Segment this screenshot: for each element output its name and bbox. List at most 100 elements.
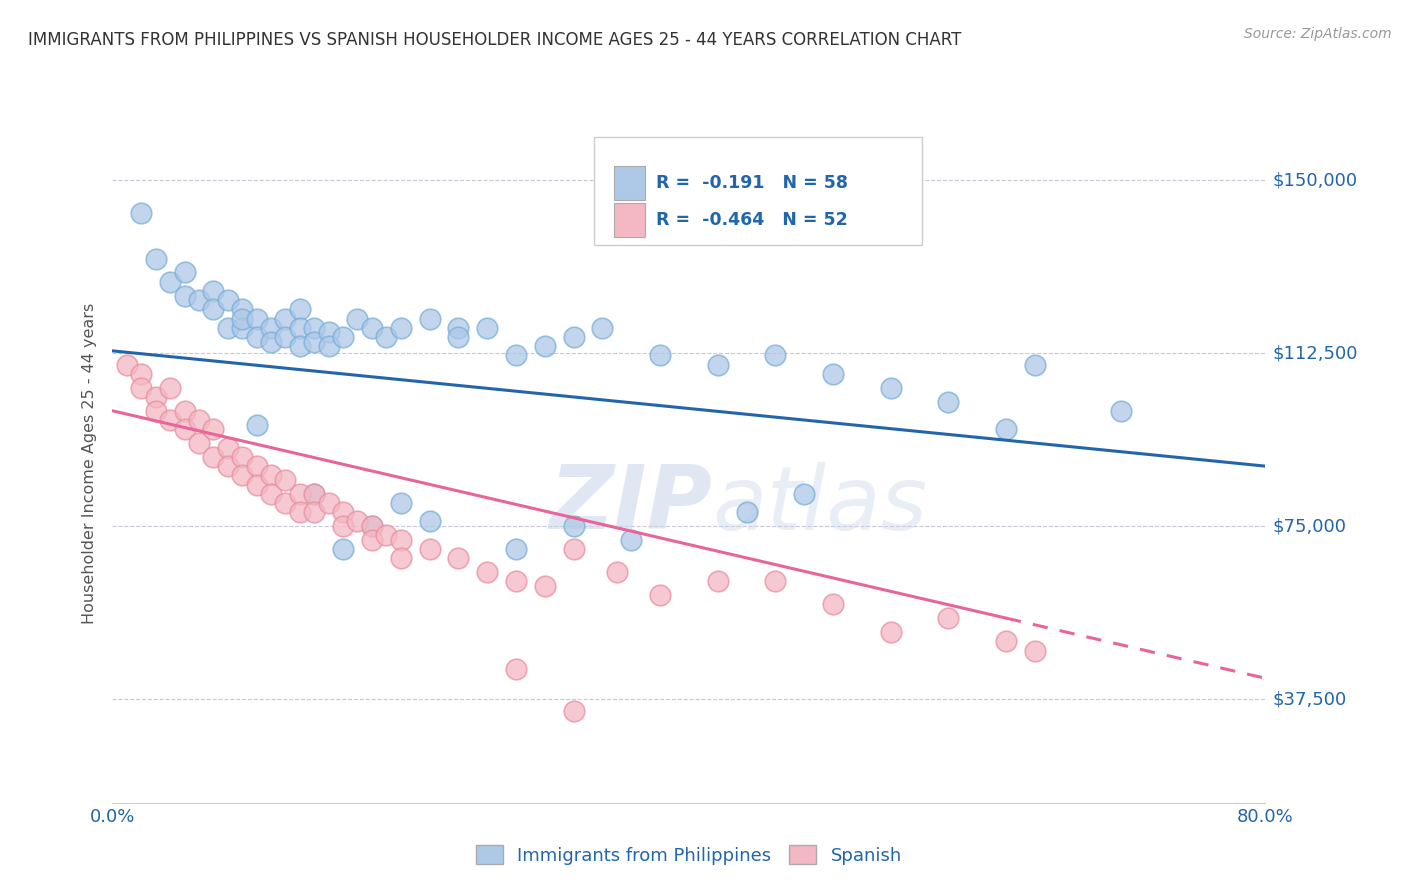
Point [260,468,283,483]
Point [592,320,614,334]
Point [533,339,555,353]
Point [288,302,311,317]
Text: R =  -0.464   N = 52: R = -0.464 N = 52 [655,211,848,229]
Point [188,436,211,450]
Point [145,390,167,404]
Point [562,704,585,718]
Point [332,542,354,557]
Point [360,320,382,334]
Point [360,519,382,533]
Point [188,293,211,307]
Point [505,542,527,557]
Point [821,598,844,612]
Point [389,551,412,566]
Point [793,487,815,501]
Point [475,320,498,334]
Point [475,565,498,579]
Point [129,381,153,395]
Point [245,311,267,326]
Text: Source: ZipAtlas.com: Source: ZipAtlas.com [1244,27,1392,41]
Point [231,468,253,483]
Point [648,349,672,363]
Point [648,588,672,602]
Point [159,413,181,427]
Point [332,519,354,533]
Point [288,339,311,353]
Text: $150,000: $150,000 [1272,171,1358,189]
Point [821,367,844,381]
Point [129,367,153,381]
Point [880,625,903,640]
Point [318,339,340,353]
Point [419,542,441,557]
Point [332,505,354,519]
Text: $112,500: $112,500 [1272,344,1358,362]
Point [447,320,470,334]
Point [202,302,225,317]
Point [375,330,398,344]
Point [145,252,167,266]
Text: atlas: atlas [711,461,927,548]
Point [245,477,267,491]
Point [606,565,628,579]
Point [274,330,297,344]
Point [274,311,297,326]
Point [505,349,527,363]
Point [447,330,470,344]
Point [217,320,239,334]
Point [419,515,441,529]
Point [260,320,283,334]
Point [562,330,585,344]
Point [375,528,398,542]
Text: $75,000: $75,000 [1272,517,1347,535]
Point [620,533,643,547]
Point [173,265,195,279]
Point [936,611,959,625]
Point [318,326,340,340]
Point [332,330,354,344]
Point [304,487,326,501]
Point [217,459,239,474]
Point [389,320,412,334]
Point [202,284,225,298]
Point [562,542,585,557]
Point [765,349,787,363]
Legend: Immigrants from Philippines, Spanish: Immigrants from Philippines, Spanish [468,838,910,871]
Point [159,381,181,395]
Y-axis label: Householder Income Ages 25 - 44 years: Householder Income Ages 25 - 44 years [82,303,97,624]
Point [765,574,787,589]
Point [936,394,959,409]
Point [245,459,267,474]
Point [447,551,470,566]
Point [389,533,412,547]
Text: IMMIGRANTS FROM PHILIPPINES VS SPANISH HOUSEHOLDER INCOME AGES 25 - 44 YEARS COR: IMMIGRANTS FROM PHILIPPINES VS SPANISH H… [28,31,962,49]
Point [159,275,181,289]
Point [360,519,382,533]
Point [304,505,326,519]
Point [880,381,903,395]
Point [706,358,728,372]
Point [389,496,412,510]
Point [231,320,253,334]
Point [173,422,195,436]
Point [260,334,283,349]
Point [231,311,253,326]
Point [288,505,311,519]
Text: $37,500: $37,500 [1272,690,1347,708]
Point [231,450,253,464]
Point [115,358,138,372]
Point [245,330,267,344]
Point [318,496,340,510]
Point [173,288,195,302]
Point [346,515,368,529]
Point [995,634,1018,648]
Point [360,533,382,547]
Point [304,320,326,334]
Point [188,413,211,427]
Point [419,311,441,326]
Point [217,441,239,455]
Text: R =  -0.191   N = 58: R = -0.191 N = 58 [655,174,848,192]
Point [145,404,167,418]
Point [505,574,527,589]
Point [260,487,283,501]
